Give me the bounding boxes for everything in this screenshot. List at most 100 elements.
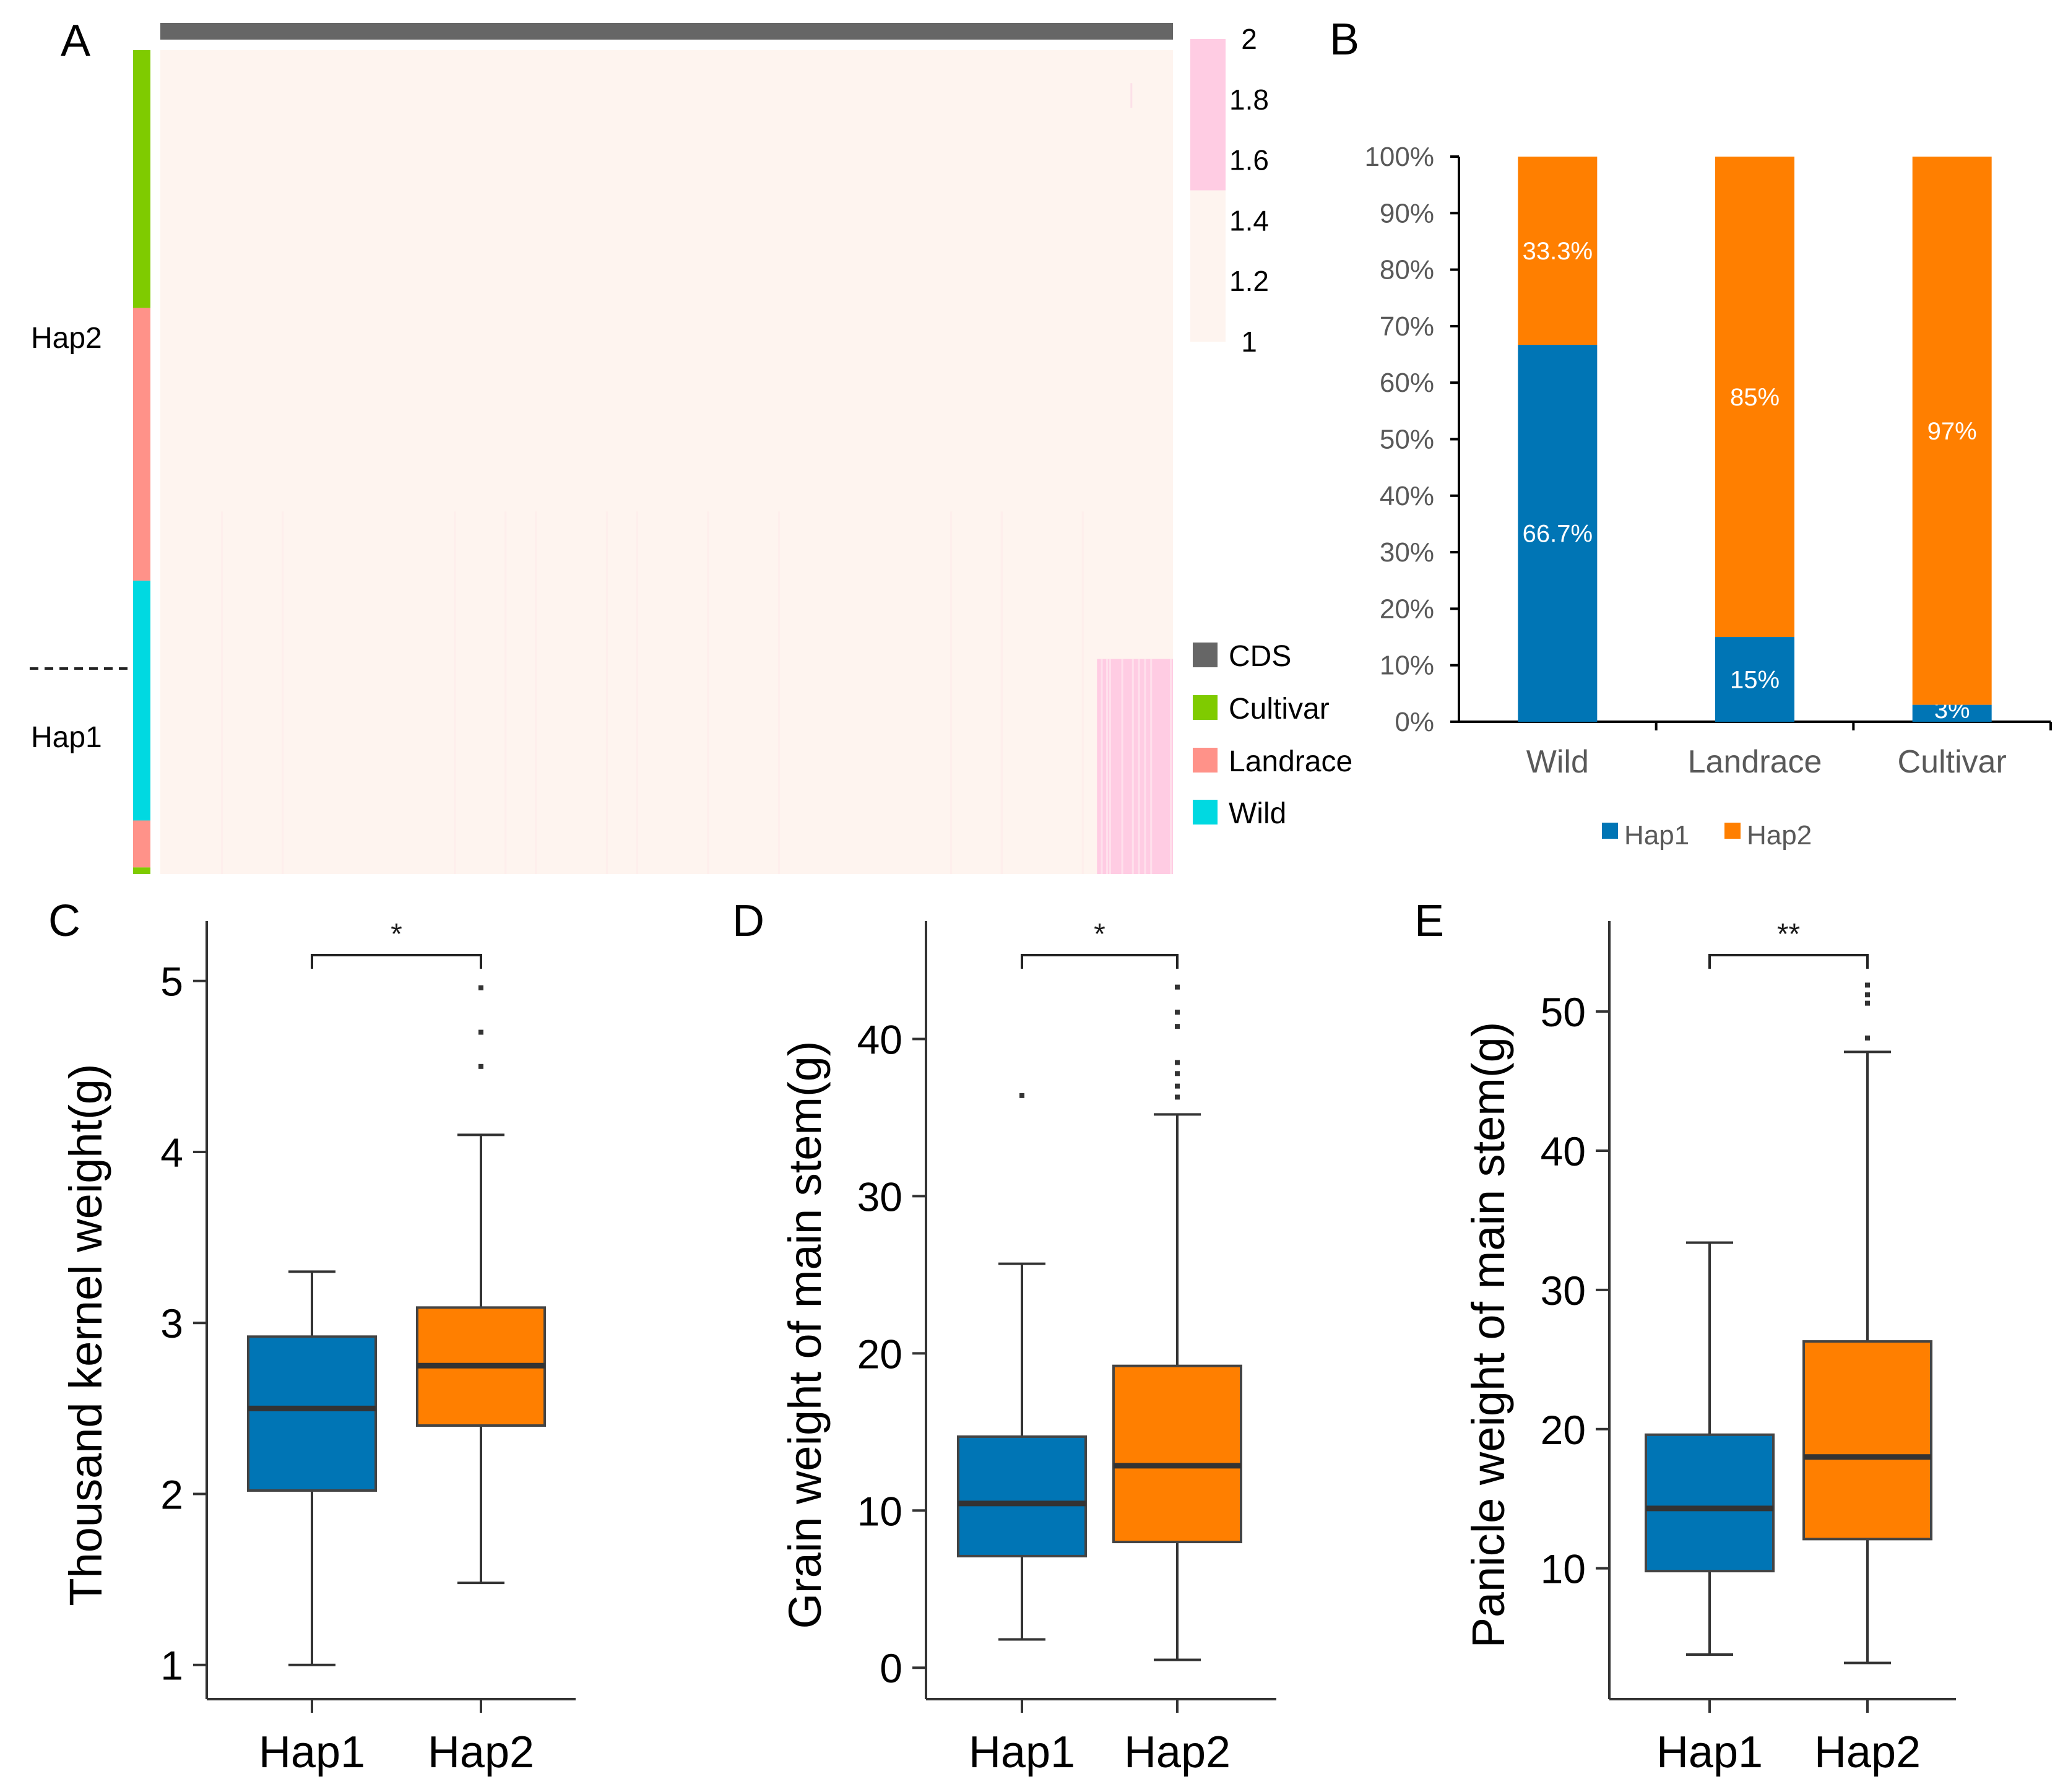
bar-hap2-landrace xyxy=(1715,157,1794,638)
data-label: 33.3% xyxy=(1523,238,1593,265)
y-tick-label: 40 xyxy=(1541,1128,1586,1174)
heatmap-light-stripe xyxy=(1138,659,1140,874)
category-label: Cultivar xyxy=(1898,744,2007,780)
y-tick-label: 70% xyxy=(1380,311,1434,342)
data-label: 15% xyxy=(1730,667,1780,694)
data-label: 85% xyxy=(1730,384,1780,411)
heatmap-column-streak xyxy=(504,511,507,874)
heatmap-column-streak xyxy=(777,511,780,874)
outlier-point xyxy=(1175,1010,1180,1015)
heatmap-light-stripe xyxy=(1131,659,1134,874)
panel-b-stacked-bar: B 0% 10% 20% 30% 40% 50% 60% 70% 80% 90% 100% 66.7%… xyxy=(1330,15,2052,851)
significance-bracket xyxy=(1021,954,1179,969)
y-tick-label: 3 xyxy=(160,1301,183,1346)
legend-label-cultivar: Cultivar xyxy=(1229,693,1330,725)
color-scale-tick-label: 1.2 xyxy=(1229,265,1269,297)
heatmap-light-stripe xyxy=(1121,659,1123,874)
outlier-point xyxy=(1175,984,1180,990)
outlier-point xyxy=(1175,1071,1180,1076)
color-scale-tick-label: 1.4 xyxy=(1229,204,1269,236)
heatmap-body xyxy=(160,50,1173,874)
x-tick-label: Hap2 xyxy=(428,1728,534,1777)
legend-swatch-landrace xyxy=(1193,748,1218,773)
bar-hap2-cultivar xyxy=(1912,157,1992,705)
heatmap-light-stripe xyxy=(1150,659,1153,874)
x-tick-label: Hap1 xyxy=(259,1728,365,1777)
y-tick-label: 10 xyxy=(857,1488,902,1534)
bar-hap1-landrace xyxy=(1715,637,1794,722)
heatmap-column-streak xyxy=(454,511,456,874)
outlier-point xyxy=(478,1029,483,1035)
color-scale-tick-label: 1.6 xyxy=(1229,144,1269,176)
cds-bar xyxy=(160,23,1173,40)
legend-swatch-hap1 xyxy=(1602,823,1618,839)
heatmap-column-streak xyxy=(1130,83,1133,108)
y-tick-label: 80% xyxy=(1380,255,1434,285)
color-scale-tick-label: 1 xyxy=(1241,326,1257,358)
outlier-point xyxy=(1865,1000,1870,1006)
y-tick-label: 1 xyxy=(160,1643,183,1689)
panel-e-boxplot: E 10 20 30 40 50 Panicle weight of main stem(… xyxy=(1414,896,1956,1777)
category-label: Landrace xyxy=(1688,744,1822,780)
significance-marker: * xyxy=(391,918,402,951)
legend-swatch-wild xyxy=(1193,800,1218,825)
heatmap-light-stripe xyxy=(1106,659,1109,874)
y-tick-label: 30 xyxy=(1541,1268,1586,1314)
heatmap-background xyxy=(160,50,1173,874)
significance-bracket xyxy=(311,954,482,969)
x-tick-label: Hap1 xyxy=(1656,1728,1763,1777)
outlier-point xyxy=(1175,1024,1180,1029)
row-annotation-cultivar xyxy=(133,50,150,308)
y-tick-label: 100% xyxy=(1364,142,1434,172)
x-tick-label: Hap2 xyxy=(1124,1728,1231,1777)
x-tick-label: Hap2 xyxy=(1814,1728,1921,1777)
bar-hap1-wild xyxy=(1518,345,1598,722)
outlier-point xyxy=(478,985,483,990)
y-tick-label: 30% xyxy=(1380,537,1434,568)
y-tick-label: 30 xyxy=(857,1174,902,1219)
heatmap-column-streak xyxy=(636,511,638,874)
row-group-label-hap2: Hap2 xyxy=(31,322,102,355)
row-annotation-wild xyxy=(133,581,150,821)
row-group-label-hap1: Hap1 xyxy=(31,721,102,754)
heatmap-column-streak xyxy=(605,511,608,874)
legend-label-wild: Wild xyxy=(1229,797,1286,830)
y-tick-label: 0% xyxy=(1395,707,1434,737)
y-tick-label: 40% xyxy=(1380,481,1434,511)
significance-marker: * xyxy=(1094,918,1105,951)
panel-letter-a: A xyxy=(61,16,90,66)
panel-letter-b: B xyxy=(1330,15,1359,64)
panel-d-boxplot: D 0 10 20 30 40 Grain weight of main stem(g) H… xyxy=(732,896,1276,1777)
row-annotation-landrace xyxy=(133,308,150,581)
y-tick-label: 50% xyxy=(1380,425,1434,455)
row-annotation-cultivar xyxy=(133,867,150,874)
box-hap1 xyxy=(1645,1433,1775,1573)
outlier-point xyxy=(1175,1060,1180,1065)
box-hap1 xyxy=(957,1435,1087,1557)
outlier-point xyxy=(1865,1035,1870,1041)
x-tick-label: Hap1 xyxy=(969,1728,1075,1777)
y-axis-label: Panicle weight of main stem(g) xyxy=(1463,1022,1514,1648)
legend-swatch-hap2 xyxy=(1724,823,1741,839)
heatmap-column-streak xyxy=(1000,511,1003,874)
legend-swatch-cds xyxy=(1193,643,1218,667)
y-axis-label: Grain weight of main stem(g) xyxy=(779,1041,831,1629)
outlier-point xyxy=(478,1063,483,1069)
box-hap1 xyxy=(247,1335,377,1492)
y-tick-label: 10 xyxy=(1541,1546,1586,1592)
row-annotation-landrace xyxy=(133,820,150,868)
bar-hap1-cultivar xyxy=(1912,704,1992,722)
y-tick-label: 50 xyxy=(1541,989,1586,1035)
y-tick-label: 5 xyxy=(160,959,183,1005)
box-hap2 xyxy=(1112,1364,1242,1544)
panel-c-boxplot: C 1 2 3 4 5 Thousand kernel weight(g) Hap1 Hap2… xyxy=(48,896,576,1777)
color-scale: 2 1.8 1.6 1.4 1.2 1 xyxy=(1190,23,1269,358)
outlier-point xyxy=(1019,1093,1024,1098)
significance-bracket xyxy=(1708,954,1869,969)
panel-letter-d: D xyxy=(732,896,764,946)
y-tick-label: 4 xyxy=(160,1130,183,1175)
data-label: 66.7% xyxy=(1523,521,1593,548)
color-scale-high xyxy=(1190,39,1226,191)
y-tick-label: 0 xyxy=(880,1645,902,1691)
